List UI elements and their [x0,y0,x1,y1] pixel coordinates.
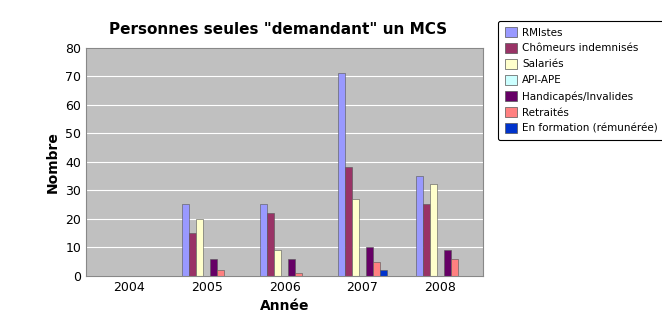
Bar [189,233,196,276]
Bar [295,273,302,276]
Bar [423,204,430,276]
Bar [288,259,295,276]
Bar [260,204,267,276]
Bar [444,250,451,276]
Text: Personnes seules "demandant" un MCS: Personnes seules "demandant" un MCS [109,22,447,37]
X-axis label: Année: Année [260,299,309,313]
Bar [196,219,203,276]
Y-axis label: Nombre: Nombre [46,131,60,193]
Bar [345,167,352,276]
Bar [366,247,373,276]
Bar [373,262,380,276]
Bar [430,184,437,276]
Bar [352,199,359,276]
Bar [416,176,423,276]
Bar [338,73,345,276]
Bar [267,213,274,276]
Bar [274,250,281,276]
Bar [211,259,217,276]
Bar [217,270,224,276]
Bar [451,259,458,276]
Bar [182,204,189,276]
Legend: RMIstes, Chômeurs indemnisés, Salariés, API-APE, Handicapés/Invalides, Retraités: RMIstes, Chômeurs indemnisés, Salariés, … [498,21,662,140]
Bar [380,270,387,276]
